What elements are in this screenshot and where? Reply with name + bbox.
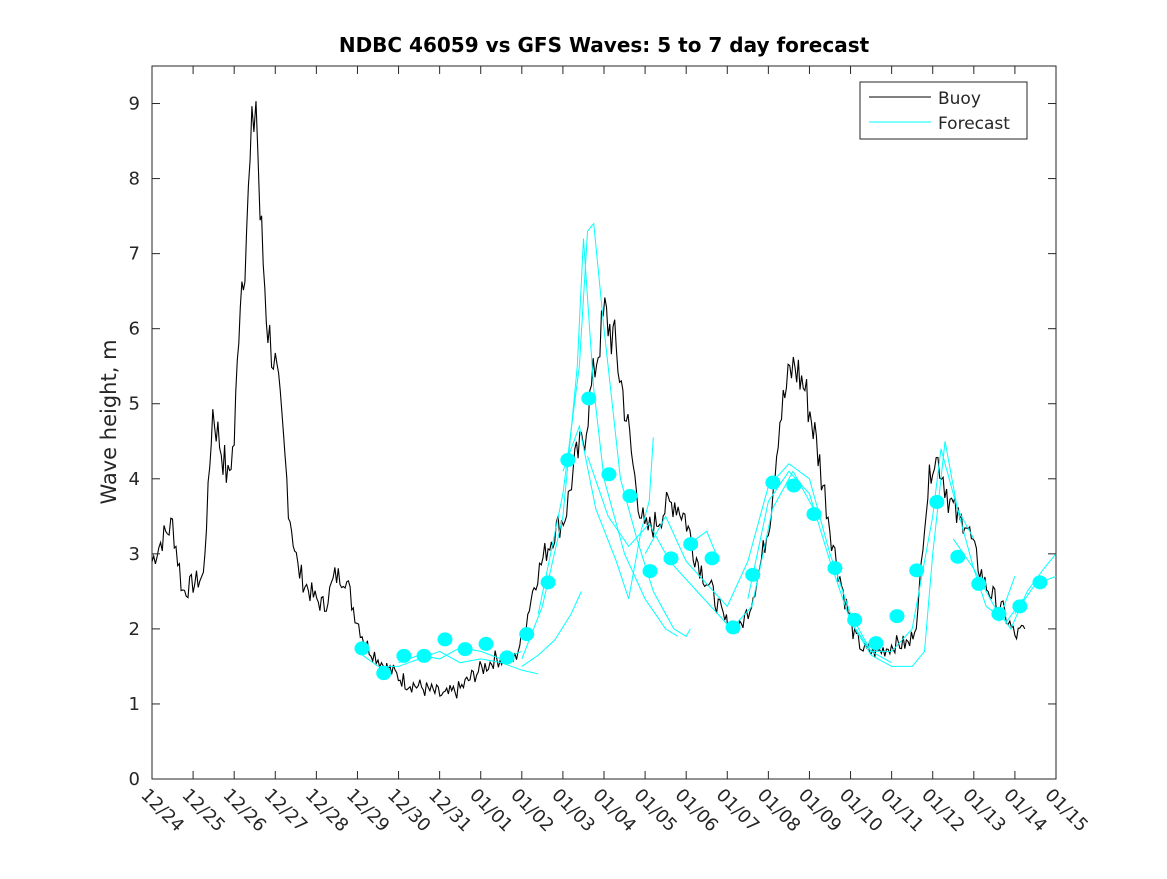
forecast-marker xyxy=(868,636,884,651)
forecast-run-line xyxy=(357,650,539,675)
forecast-marker xyxy=(519,627,535,642)
y-axis-label: Wave height, m xyxy=(97,339,121,504)
forecast-marker xyxy=(725,620,741,635)
x-tick-label: 01/12 xyxy=(917,785,969,837)
x-tick-label: 01/04 xyxy=(588,785,640,837)
forecast-marker xyxy=(354,641,370,656)
x-tick-label: 12/30 xyxy=(383,785,435,837)
plot-area xyxy=(151,65,1057,780)
forecast-marker xyxy=(950,549,966,564)
forecast-marker xyxy=(478,636,494,651)
y-tick-label: 4 xyxy=(129,469,140,490)
forecast-marker xyxy=(437,632,453,647)
x-tick-label: 01/02 xyxy=(506,785,558,837)
forecast-marker xyxy=(601,467,617,482)
y-tick-label: 2 xyxy=(129,619,140,640)
y-tick-label: 6 xyxy=(129,319,140,340)
x-tick-label: 01/13 xyxy=(958,785,1010,837)
forecast-marker xyxy=(909,563,925,578)
forecast-marker xyxy=(971,576,987,591)
x-tick-label: 01/07 xyxy=(712,785,764,837)
forecast-series xyxy=(357,222,1057,675)
forecast-marker xyxy=(765,475,781,490)
forecast-run-line xyxy=(587,456,815,630)
x-tick-label: 01/11 xyxy=(876,785,928,837)
y-tick-label: 1 xyxy=(129,694,140,715)
x-tick-label: 12/25 xyxy=(178,785,230,837)
x-tick-label: 12/28 xyxy=(301,785,353,837)
forecast-marker xyxy=(991,606,1007,621)
forecast-marker xyxy=(416,648,432,663)
forecast-marker xyxy=(889,609,905,624)
buoy-series xyxy=(151,101,1026,699)
forecast-marker xyxy=(560,453,576,468)
x-tick-label: 01/03 xyxy=(547,785,599,837)
forecast-run-line xyxy=(521,238,679,660)
y-tick-label: 0 xyxy=(129,769,140,790)
x-tick-label: 01/06 xyxy=(671,785,723,837)
forecast-marker xyxy=(376,666,392,681)
forecast-marker xyxy=(499,650,515,665)
forecast-run-line xyxy=(521,591,582,667)
legend-box xyxy=(859,81,1028,140)
legend: Buoy Forecast xyxy=(859,81,1028,140)
forecast-marker xyxy=(396,648,412,663)
y-tick-label: 8 xyxy=(129,169,140,190)
y-tick-label: 5 xyxy=(129,394,140,415)
x-tick-label: 12/24 xyxy=(136,785,188,837)
y-tick-label: 7 xyxy=(129,244,140,265)
legend-forecast-label: Forecast xyxy=(938,114,1010,134)
forecast-marker xyxy=(540,575,556,590)
buoy-line xyxy=(151,101,1026,699)
forecast-marker xyxy=(581,391,597,406)
forecast-run-line xyxy=(747,441,975,667)
legend-buoy-label: Buoy xyxy=(938,89,981,109)
x-tick-label: 01/15 xyxy=(1040,785,1092,837)
x-tick-label: 01/05 xyxy=(630,785,682,837)
forecast-run-line xyxy=(952,538,1057,630)
x-tick-label: 01/14 xyxy=(999,785,1051,837)
x-tick-label: 12/29 xyxy=(342,785,394,837)
x-tick-label: 12/26 xyxy=(219,785,271,837)
forecast-marker xyxy=(1012,599,1028,614)
x-tick-label: 01/10 xyxy=(835,785,887,837)
x-tick-label: 01/08 xyxy=(753,785,805,837)
chart-title: NDBC 46059 vs GFS Waves: 5 to 7 day fore… xyxy=(339,33,870,57)
forecast-marker xyxy=(663,551,679,566)
forecast-marker xyxy=(683,537,699,552)
forecast-marker xyxy=(1032,575,1048,590)
y-tick-label: 9 xyxy=(129,94,140,115)
forecast-marker xyxy=(786,478,802,493)
forecast-marker xyxy=(622,489,638,504)
x-tick-label: 12/27 xyxy=(260,785,312,837)
forecast-run-line xyxy=(537,222,691,638)
forecast-marker xyxy=(827,561,843,576)
x-tick-label: 12/31 xyxy=(424,785,476,837)
y-tick-label: 3 xyxy=(129,544,140,565)
forecast-marker xyxy=(642,564,658,579)
forecast-marker xyxy=(745,567,761,582)
x-tick-label: 01/09 xyxy=(794,785,846,837)
forecast-markers xyxy=(354,391,1048,681)
forecast-marker xyxy=(806,507,822,522)
forecast-marker xyxy=(457,642,473,657)
forecast-marker xyxy=(847,612,863,627)
forecast-marker xyxy=(704,551,720,566)
forecast-run-line xyxy=(562,424,654,600)
x-tick-label: 01/01 xyxy=(465,785,517,837)
forecast-marker xyxy=(929,495,945,510)
